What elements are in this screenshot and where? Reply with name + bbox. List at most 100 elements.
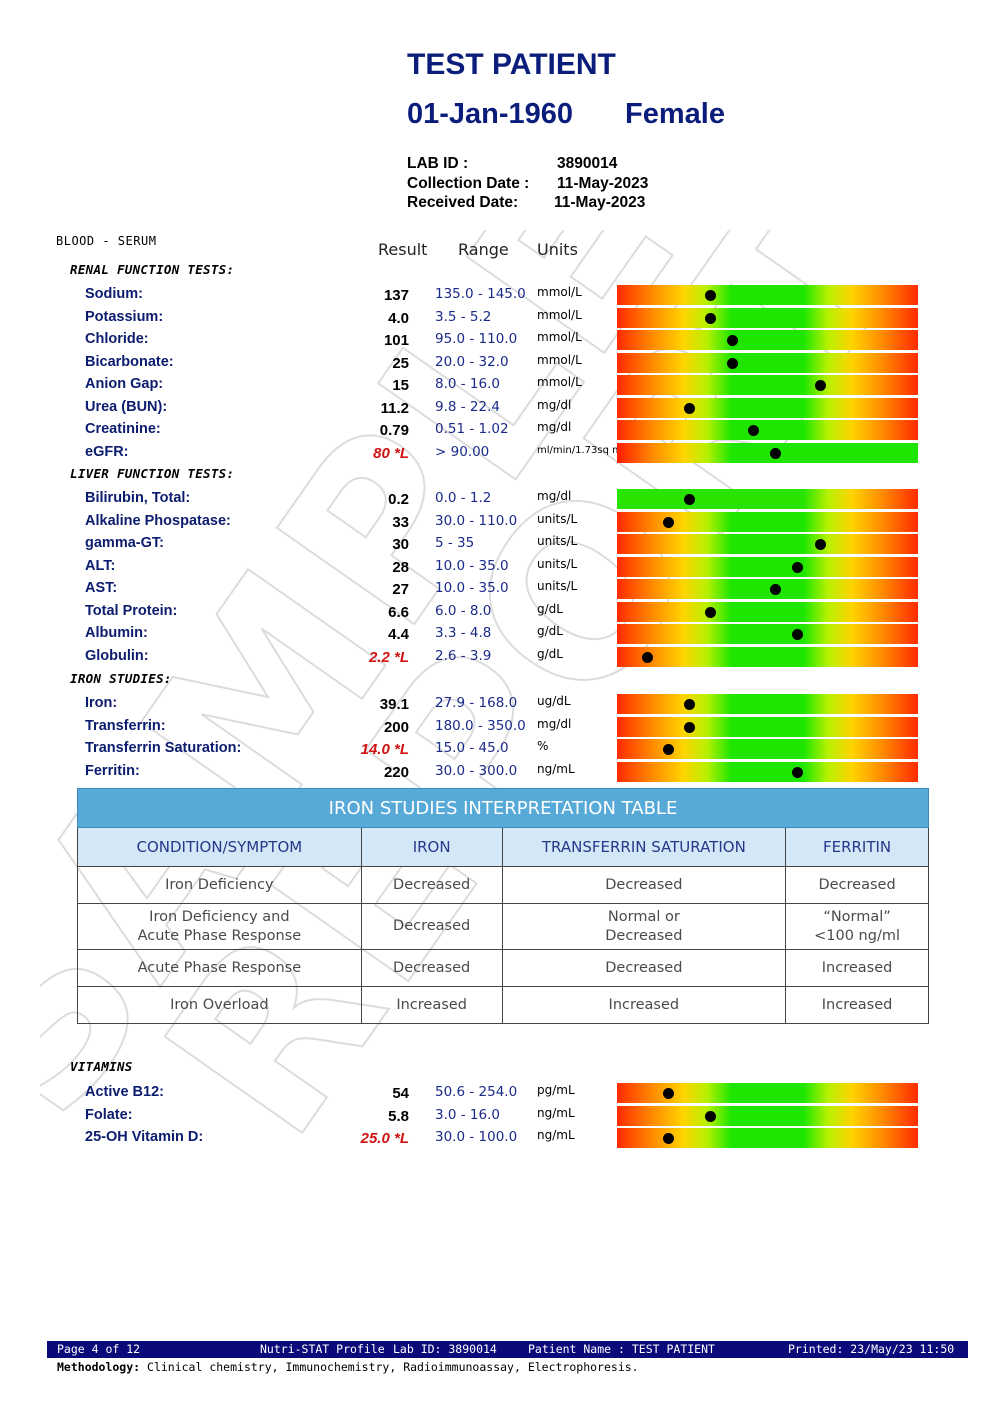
test-range: > 90.00 [435,443,490,460]
patient-name: TEST PATIENT [407,48,616,81]
lab-id-value: 3890014 [557,155,618,172]
result-marker [683,721,695,733]
reference-gauge [617,579,918,599]
renal-section-title: RENAL FUNCTION TESTS: [70,262,235,277]
test-range: 180.0 - 350.0 [435,717,526,734]
test-units: mmol/L [537,307,582,322]
test-result: 220 [383,763,409,781]
interpretation-header-cell: IRON [360,827,503,867]
reference-gauge [617,694,918,714]
test-units: mmol/L [537,375,582,389]
test-name: Urea (BUN): [85,398,168,415]
received-date-value: 11-May-2023 [554,194,646,211]
test-name: Bicarbonate: [85,353,174,370]
result-marker [792,766,804,778]
reference-gauge [617,761,918,782]
test-range: 9.8 - 22.4 [435,398,500,415]
result-marker [704,290,716,301]
methodology: Methodology: Clinical chemistry, Immunoc… [57,1360,639,1374]
test-result: 14.0 *L [360,741,409,758]
test-result: 27 [392,581,409,598]
test-result: 101 [383,332,409,349]
interpretation-cell: Decreased [360,949,503,987]
test-range: 15.0 - 45.0 [435,740,509,756]
column-units: Units [537,240,578,259]
test-result: 0.2 [388,491,409,508]
reference-gauge [617,285,918,305]
test-units: g/dL [537,624,563,638]
result-marker [769,447,781,459]
liver-section-title: LIVER FUNCTION TESTS: [70,466,235,481]
test-range: 3.0 - 16.0 [435,1106,500,1123]
interpretation-cell: Decreased [501,949,787,987]
test-row: ALT: 28 10.0 - 35.0 units/L [0,555,992,577]
test-range: 5 - 35 [435,535,475,551]
test-units: mmol/L [537,352,582,367]
footer-profile: Nutri-STAT Profile [260,1342,385,1356]
test-range: 30.0 - 110.0 [435,512,518,529]
reference-gauge [617,330,918,350]
interpretation-cell: Increased [360,986,503,1024]
test-units: g/dL [537,601,563,616]
interpretation-row: Iron Deficiency Decreased Decreased Decreas… [77,866,929,904]
interpretation-header-cell: CONDITION/SYMPTOM [77,827,362,867]
interpretation-cell: Increased [785,986,929,1024]
test-units: mg/dl [537,420,572,434]
test-units: mmol/L [537,285,582,299]
test-range: 2.6 - 3.9 [435,647,492,664]
interpretation-header-cell: FERRITIN [785,827,929,867]
collection-date-label: Collection Date : [407,175,530,192]
test-result: 137 [383,287,409,304]
result-marker [792,629,804,640]
test-name: Alkaline Phospatase: [85,512,231,529]
test-name: Ferritin: [85,762,140,779]
reference-gauge [617,739,918,759]
interpretation-row: Acute Phase Response Decreased Decreased In… [77,949,929,987]
test-range: 135.0 - 145.0 [435,286,526,302]
interpretation-cell: Iron Overload [77,986,362,1024]
footer-printed: Printed: 23/May/23 11:50 [788,1342,955,1356]
test-row: AST: 27 10.0 - 35.0 units/L [0,577,992,599]
test-row: 25-OH Vitamin D: 25.0 *L 30.0 - 100.0 ng/mL [0,1126,992,1148]
test-row: Folate: 5.8 3.0 - 16.0 ng/mL [0,1104,992,1126]
test-row: Globulin: 2.2 *L 2.6 - 3.9 g/dL [0,645,992,667]
test-units: g/dL [537,646,563,661]
footer-patient: Patient Name : TEST PATIENT [528,1342,715,1356]
test-result: 4.0 [388,309,409,327]
result-marker [683,699,695,710]
interpretation-cell: Iron Deficiency [77,866,362,904]
interpretation-cell: Increased [785,949,929,987]
test-range: 0.0 - 1.2 [435,490,492,506]
test-name: Globulin: [85,647,149,664]
reference-gauge [617,646,918,667]
test-range: 30.0 - 300.0 [435,762,518,779]
test-units: mg/dl [537,716,572,731]
reference-gauge [617,624,918,644]
interpretation-cell: “Normal” <100 ng/ml [785,903,929,950]
test-name: Transferrin Saturation: [85,740,242,756]
footer-page: Page 4 of 12 [57,1342,141,1356]
interpretation-cell: Decreased [785,866,929,904]
result-marker [662,1088,674,1099]
test-units: ng/mL [537,1105,575,1120]
result-marker [683,402,695,414]
test-row: Bilirubin, Total: 0.2 0.0 - 1.2 mg/dl [0,487,992,509]
test-name: Total Protein: [85,602,178,619]
test-result: 39.1 [379,696,409,713]
sample-type: BLOOD - SERUM [56,234,157,248]
test-range: 10.0 - 35.0 [435,580,509,596]
test-units: mmol/L [537,330,582,344]
test-name: Transferrin: [85,717,166,734]
collection-date-value: 11-May-2023 [557,175,649,192]
test-result: 11.2 [380,399,409,417]
test-result: 33 [392,513,409,531]
test-result: 25.0 *L [360,1130,409,1147]
test-units: ng/mL [537,1128,575,1142]
interpretation-title: IRON STUDIES INTERPRETATION TABLE [77,788,929,828]
result-marker [704,1110,716,1122]
test-row: Albumin: 4.4 3.3 - 4.8 g/dL [0,622,992,644]
reference-gauge [617,420,918,440]
reference-gauge [617,489,918,509]
methodology-label: Methodology: [57,1360,141,1374]
test-range: 3.3 - 4.8 [435,625,492,641]
